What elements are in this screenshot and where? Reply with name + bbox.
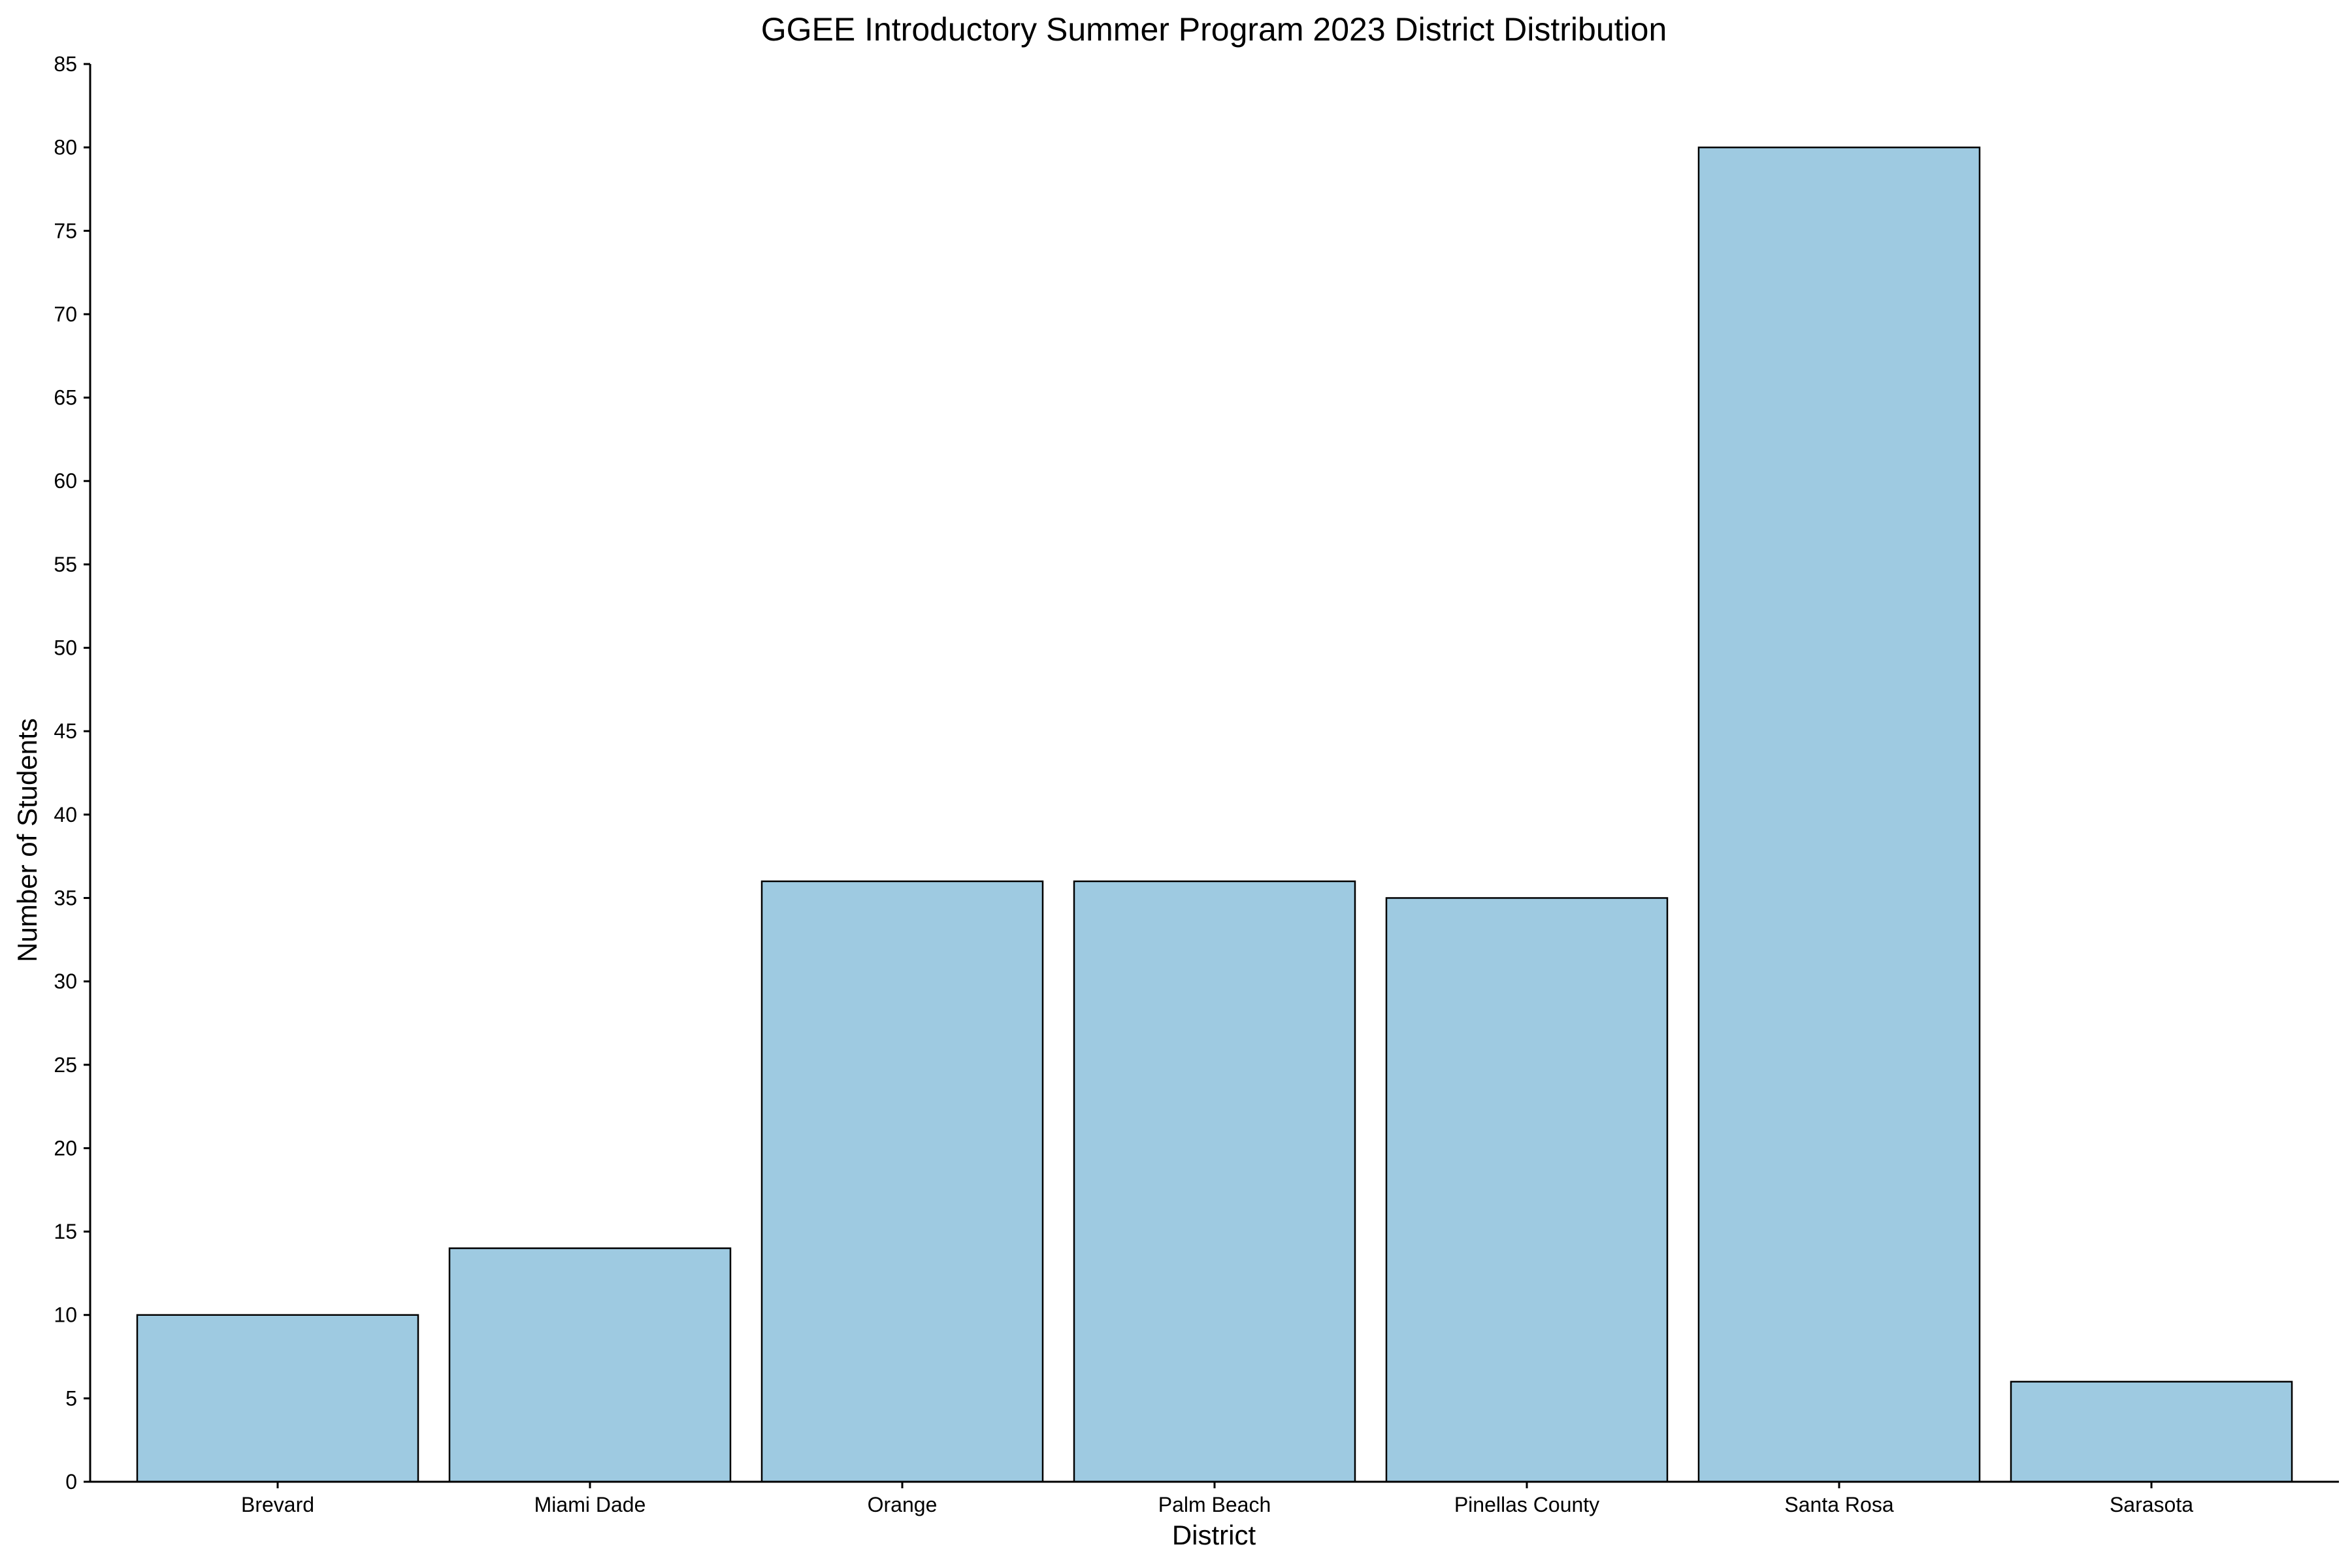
y-tick-label: 35 [54, 886, 77, 909]
y-tick-label: 55 [54, 553, 77, 576]
x-tick-label: Miami Dade [534, 1493, 646, 1516]
y-tick-label: 80 [54, 136, 77, 159]
chart-title: GGEE Introductory Summer Program 2023 Di… [761, 11, 1667, 48]
bar-santa-rosa [1697, 146, 1981, 1483]
x-tick-label: Brevard [241, 1493, 314, 1516]
bar-pinellas-county [1385, 897, 1669, 1483]
y-tick-label: 65 [54, 386, 77, 410]
y-tick-label: 75 [54, 219, 77, 242]
y-tick-label: 40 [54, 803, 77, 826]
x-tick-label: Pinellas County [1454, 1493, 1599, 1516]
y-tick-label: 30 [54, 970, 77, 993]
y-tick-label: 10 [54, 1303, 77, 1327]
y-tick-label: 70 [54, 302, 77, 326]
y-tick-label: 85 [54, 52, 77, 76]
bar-brevard [136, 1314, 419, 1483]
y-tick-label: 50 [54, 636, 77, 660]
x-tick-label: Sarasota [2110, 1493, 2193, 1516]
y-tick-label: 60 [54, 469, 77, 493]
y-tick-label: 25 [54, 1053, 77, 1077]
x-axis-ticks: Brevard Miami Dade Orange Palm Beach Pinella… [241, 1482, 2193, 1516]
bar-palm-beach [1073, 880, 1356, 1483]
y-axis-label: Number of Students [12, 718, 42, 962]
bars-group [136, 146, 2293, 1483]
y-axis-ticks: 0 5 10 15 20 25 30 35 40 45 50 55 60 65 70 75 80 85 [54, 52, 90, 1494]
bar-orange [760, 880, 1044, 1483]
y-tick-label: 45 [54, 719, 77, 743]
y-tick-label: 5 [65, 1386, 77, 1410]
y-tick-label: 15 [54, 1220, 77, 1243]
y-tick-label: 20 [54, 1136, 77, 1160]
x-axis-label: District [1172, 1520, 1256, 1550]
bar-miami-dade [448, 1247, 732, 1483]
x-tick-label: Palm Beach [1158, 1493, 1271, 1516]
bar-sarasota [2010, 1380, 2293, 1483]
x-tick-label: Orange [868, 1493, 938, 1516]
y-tick-label: 0 [65, 1470, 77, 1494]
x-tick-label: Santa Rosa [1784, 1493, 1893, 1516]
